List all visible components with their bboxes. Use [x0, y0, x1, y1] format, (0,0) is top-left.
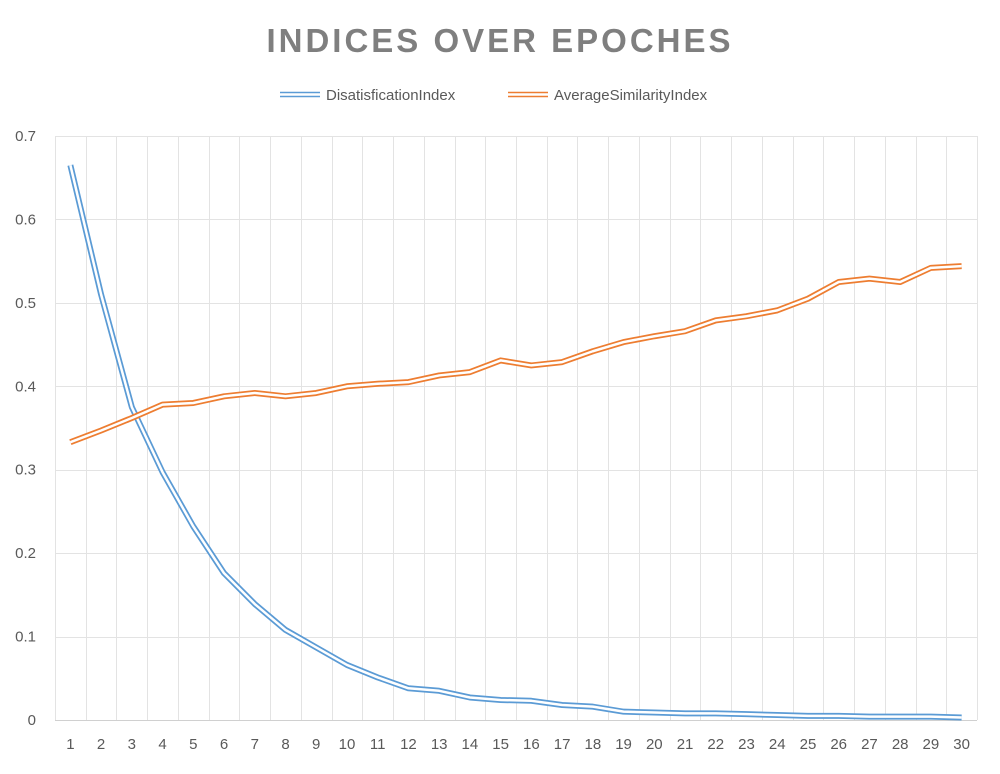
y-tick-label: 0 [28, 712, 36, 729]
y-tick-label: 0.4 [15, 378, 36, 395]
x-tick-label: 17 [554, 736, 571, 753]
y-axis-tick-labels: 0 0.1 0.2 0.3 0.4 0.5 0.6 0.7 [15, 128, 36, 729]
x-tick-label: 3 [128, 736, 136, 753]
x-tick-label: 7 [251, 736, 259, 753]
series-average-similarity-index [69, 263, 962, 445]
legend-label-disatisfication: DisatisficationIndex [326, 87, 456, 104]
x-tick-label: 11 [370, 736, 386, 753]
x-tick-label: 18 [584, 736, 601, 753]
x-tick-label: 23 [738, 736, 755, 753]
y-tick-label: 0.5 [15, 295, 36, 312]
x-tick-label: 9 [312, 736, 320, 753]
legend-item-average-similarity: AverageSimilarityIndex [508, 87, 708, 104]
x-tick-label: 16 [523, 736, 540, 753]
x-tick-label: 4 [158, 736, 166, 753]
series-lines [67, 164, 962, 721]
x-tick-label: 30 [953, 736, 970, 753]
x-tick-label: 26 [830, 736, 847, 753]
x-tick-label: 10 [339, 736, 356, 753]
legend-label-average-similarity: AverageSimilarityIndex [554, 87, 708, 104]
y-tick-label: 0.1 [15, 629, 36, 646]
x-tick-label: 29 [923, 736, 940, 753]
y-tick-label: 0.2 [15, 545, 36, 562]
x-tick-label: 6 [220, 736, 228, 753]
x-tick-label: 2 [97, 736, 105, 753]
x-tick-label: 15 [492, 736, 509, 753]
x-tick-label: 5 [189, 736, 197, 753]
x-tick-label: 8 [281, 736, 289, 753]
series-line-inner [69, 164, 962, 719]
y-tick-label: 0.3 [15, 462, 36, 479]
x-tick-label: 27 [861, 736, 878, 753]
x-tick-label: 24 [769, 736, 786, 753]
x-tick-label: 21 [677, 736, 694, 753]
x-tick-label: 1 [66, 736, 74, 753]
y-tick-label: 0.7 [15, 128, 36, 145]
x-tick-label: 12 [400, 736, 417, 753]
series-disatisfication-index [67, 164, 962, 721]
series-line-inner [69, 264, 962, 444]
legend: DisatisficationIndex AverageSimilarityIn… [280, 87, 708, 104]
x-tick-label: 13 [431, 736, 448, 753]
gridlines [55, 136, 978, 721]
x-tick-label: 20 [646, 736, 663, 753]
y-tick-label: 0.6 [15, 211, 36, 228]
x-axis-tick-labels: 1 2 3 4 5 6 7 8 9 10 11 12 13 14 15 16 17 18 19 20 21 22 23 24 2… [66, 736, 970, 753]
x-tick-label: 14 [462, 736, 479, 753]
x-tick-label: 19 [615, 736, 632, 753]
x-tick-label: 22 [707, 736, 724, 753]
chart-title: INDICES OVER EPOCHES [266, 22, 733, 59]
x-tick-label: 28 [892, 736, 909, 753]
x-tick-label: 25 [800, 736, 817, 753]
legend-item-disatisfication: DisatisficationIndex [280, 87, 456, 104]
